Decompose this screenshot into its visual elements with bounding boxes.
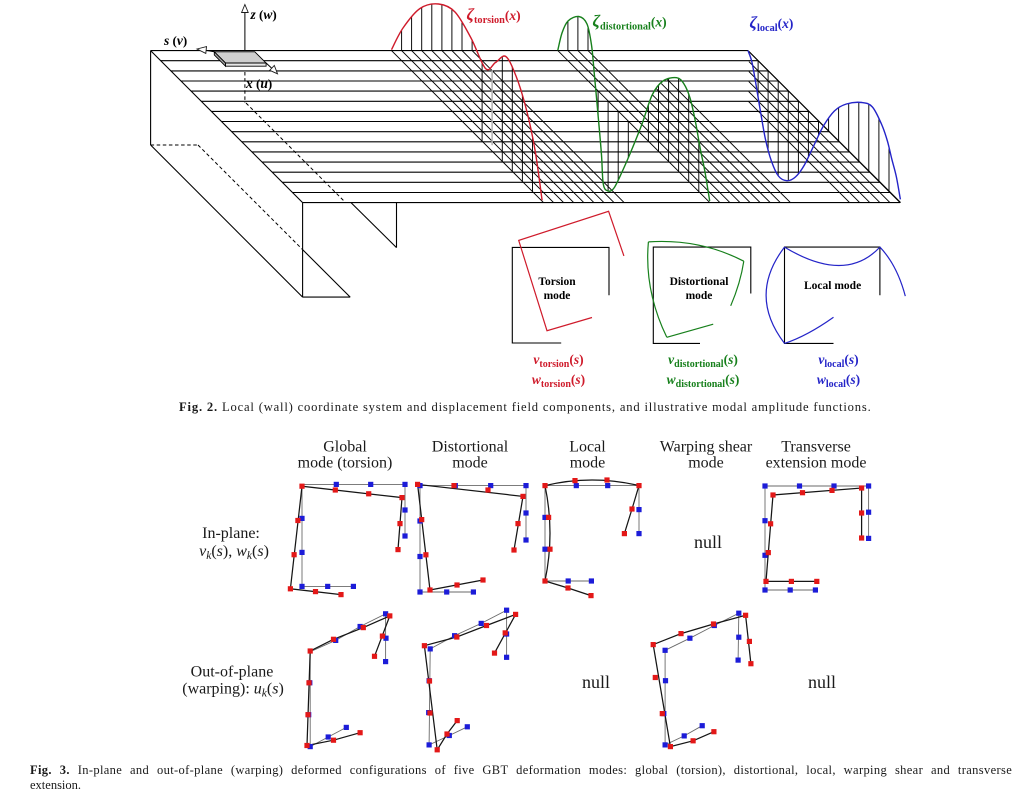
svg-text:wtorsion​(s): wtorsion​(s)	[532, 372, 585, 390]
svg-text:extension mode: extension mode	[766, 455, 867, 472]
svg-text:vlocal​(s): vlocal​(s)	[818, 352, 858, 370]
svg-text:Global: Global	[323, 439, 367, 456]
svg-text:Local: Local	[569, 439, 606, 456]
svg-text:vtorsion​(s): vtorsion​(s)	[533, 352, 583, 370]
svg-text:In-plane:: In-plane:	[202, 525, 260, 542]
svg-text:mode (torsion): mode (torsion)	[298, 455, 393, 472]
svg-text:Distortional: Distortional	[432, 439, 509, 456]
svg-text:Transverse: Transverse	[781, 439, 851, 456]
svg-text:z (w): z (w)	[250, 7, 277, 22]
svg-text:null: null	[582, 672, 610, 692]
svg-text:wlocal​(s): wlocal​(s)	[817, 372, 860, 390]
svg-text:Fig. 2. Local (wall) coordinat: Fig. 2. Local (wall) coordinate system a…	[179, 400, 872, 414]
svg-text:extension.: extension.	[30, 778, 81, 792]
svg-text:mode: mode	[452, 455, 488, 472]
svg-text:Torsion: Torsion	[538, 276, 576, 288]
svg-text:s (v): s (v)	[163, 33, 187, 48]
svg-text:null: null	[808, 672, 836, 692]
svg-text:mode: mode	[688, 455, 724, 472]
svg-text:vk​(s), wk​(s): vk​(s), wk​(s)	[199, 543, 269, 562]
svg-text:mode: mode	[570, 455, 606, 472]
svg-text:(warping): uk​(s): (warping): uk​(s)	[182, 681, 284, 700]
svg-text:Local mode: Local mode	[804, 280, 861, 292]
svg-text:ζlocal​(x): ζlocal​(x)	[750, 13, 794, 34]
svg-text:Out-of-plane: Out-of-plane	[191, 664, 274, 681]
svg-text:vdistortional​(s): vdistortional​(s)	[668, 352, 738, 370]
svg-text:ζdistortional​(x): ζdistortional​(x)	[593, 12, 667, 33]
svg-text:Fig. 3. In-plane and out-of-pl: Fig. 3. In-plane and out-of-plane (warpi…	[30, 763, 1012, 777]
svg-text:null: null	[694, 532, 722, 552]
svg-text:Distortional: Distortional	[670, 276, 729, 288]
svg-text:mode: mode	[686, 290, 713, 302]
svg-text:wdistortional​(s): wdistortional​(s)	[667, 372, 740, 390]
svg-text:ζtorsion​(x): ζtorsion​(x)	[467, 5, 521, 26]
svg-text:Warping shear: Warping shear	[660, 439, 753, 456]
svg-text:x (u): x (u)	[245, 76, 272, 91]
svg-text:mode: mode	[544, 290, 571, 302]
